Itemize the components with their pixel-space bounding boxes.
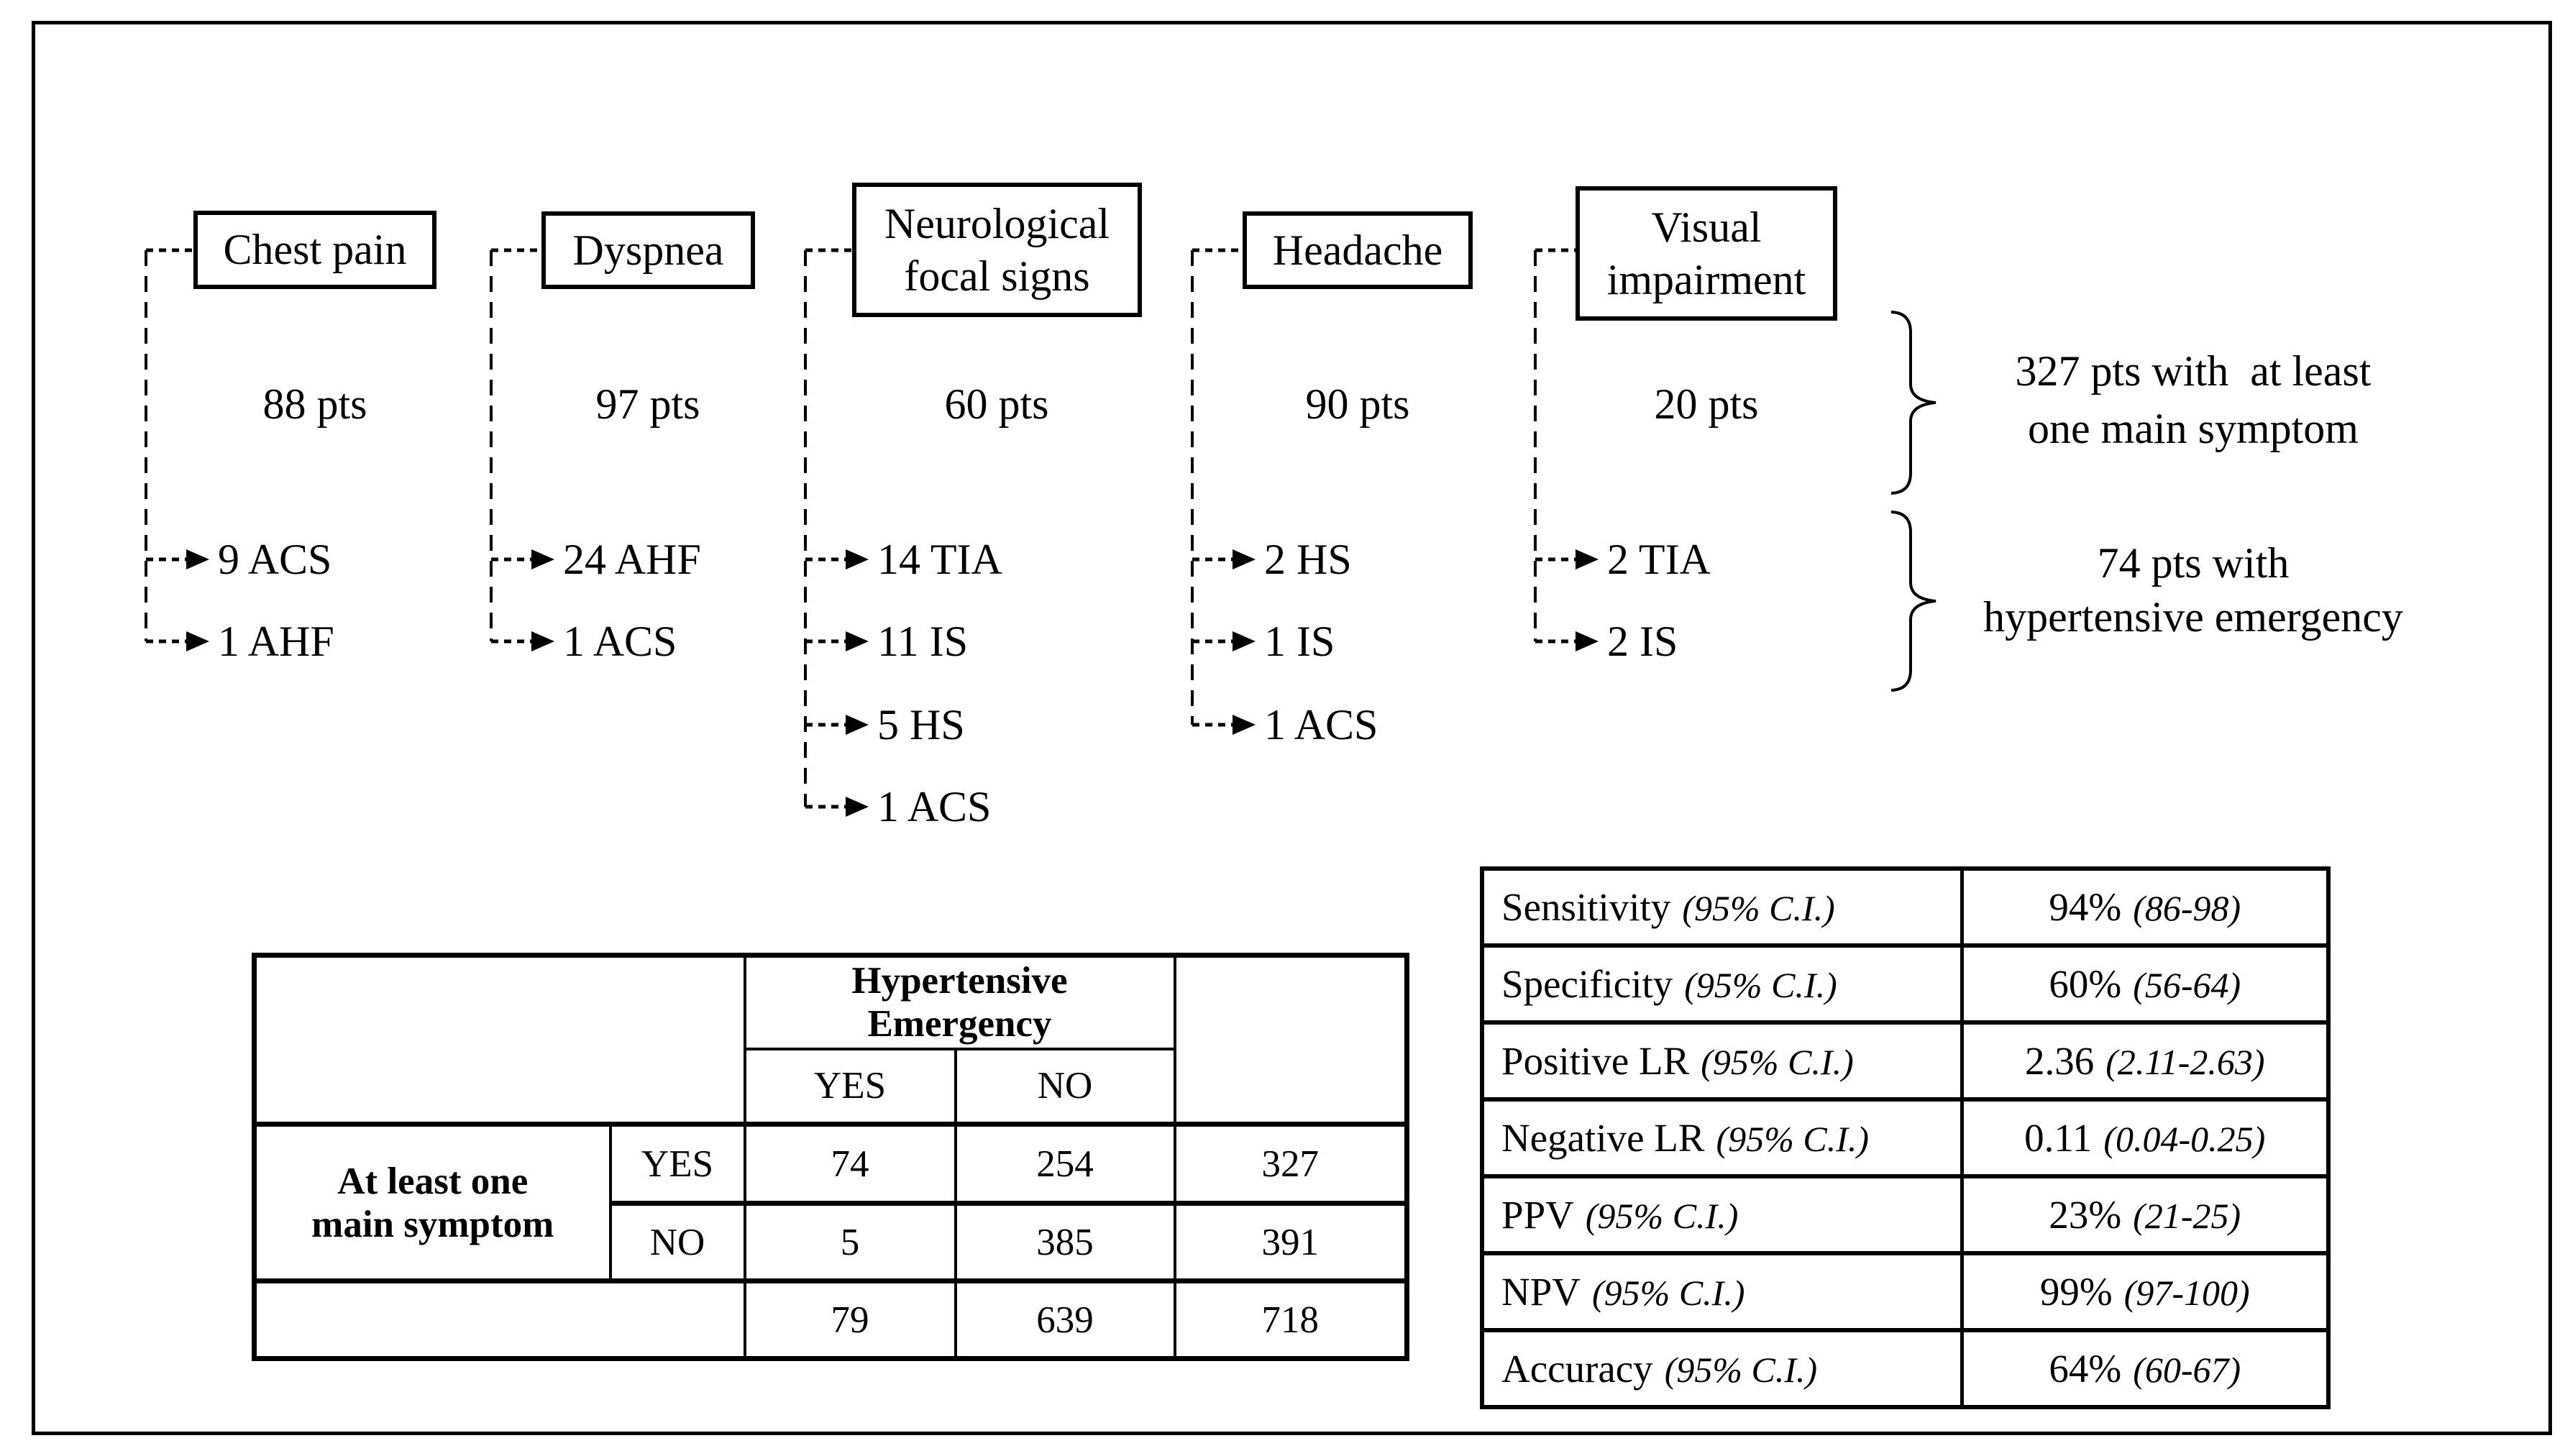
stat-name: Negative LR <box>1501 1116 1705 1160</box>
diagnosis-label: 2 TIA <box>1607 536 1711 583</box>
stats-row-accuracy: Accuracy (95% C.I.) 64% (60-67) <box>1482 1330 2328 1409</box>
stats-row-sensitivity: Sensitivity (95% C.I.) 94% (86-98) <box>1482 869 2328 948</box>
stat-value: 2.36 <box>2025 1039 2095 1083</box>
diagnosis-label: 1 AHF <box>218 618 334 665</box>
symptom-box-chest-pain: Chest pain <box>193 211 436 289</box>
contingency-row-group-header: At least one main symptom <box>254 1124 612 1283</box>
stat-ci-range: (0.04-0.25) <box>2103 1119 2266 1159</box>
diagnosis-label: 1 ACS <box>563 618 677 665</box>
stats-row-ppv: PPV (95% C.I.) 23% (21-25) <box>1482 1176 2328 1255</box>
stat-value: 64% <box>2049 1347 2122 1391</box>
diagnosis-label: 2 HS <box>1264 536 1352 583</box>
stat-value: 60% <box>2049 962 2122 1006</box>
stat-ci-range: (21-25) <box>2133 1196 2241 1236</box>
stat-ci-range: (97-100) <box>2123 1273 2250 1313</box>
contingency-cell: 5 <box>744 1203 957 1283</box>
stat-ci-label: (95% C.I.) <box>1701 1042 1854 1082</box>
diagnosis-label: 1 IS <box>1264 618 1335 665</box>
brace-label-symptoms-line1: 327 pts with at least <box>2015 347 2372 395</box>
contingency-total-cell: 79 <box>744 1281 957 1359</box>
pts-count-neurological: 60 pts <box>944 380 1049 428</box>
brace-label-emergency-line2: hypertensive emergency <box>1983 593 2403 641</box>
contingency-row-header-no: NO <box>610 1203 746 1283</box>
contingency-header-spacer <box>1174 955 1407 1127</box>
stat-name: Sensitivity <box>1501 885 1671 929</box>
contingency-col-group-header: Hypertensive Emergency <box>744 955 1176 1050</box>
stat-name: Specificity <box>1501 962 1673 1006</box>
stat-ci-label: (95% C.I.) <box>1684 965 1837 1005</box>
stat-ci-range: (2.11-2.63) <box>2105 1042 2265 1082</box>
contingency-cell: 385 <box>955 1203 1176 1283</box>
brace-symptoms <box>1890 311 1936 495</box>
stat-ci-label: (95% C.I.) <box>1585 1196 1739 1236</box>
contingency-col-header-yes: YES <box>744 1048 957 1127</box>
diagnosis-label: 9 ACS <box>218 536 332 583</box>
symptom-box-dyspnea: Dyspnea <box>541 211 755 289</box>
diagnosis-label: 2 IS <box>1607 618 1678 665</box>
contingency-cell: 74 <box>744 1124 957 1206</box>
stat-value: 0.11 <box>2024 1116 2093 1160</box>
diagnosis-label: 1 ACS <box>877 783 992 830</box>
contingency-col-header-no: NO <box>955 1048 1176 1127</box>
diagnosis-label: 1 ACS <box>1264 701 1378 748</box>
contingency-totals-spacer <box>254 1281 746 1359</box>
pts-count-dyspnea: 97 pts <box>595 380 700 428</box>
stat-ci-range: (60-67) <box>2133 1350 2241 1390</box>
contingency-table: Hypertensive Emergency YES NO At least o… <box>252 953 1409 1361</box>
diagnosis-label: 14 TIA <box>877 536 1002 583</box>
symptom-box-neurological: Neurological focal signs <box>852 183 1142 317</box>
stat-value: 94% <box>2049 885 2122 929</box>
arrowhead-icons <box>186 549 1599 817</box>
brace-emergency <box>1890 510 1936 692</box>
contingency-total-cell: 639 <box>955 1281 1176 1359</box>
stat-name: Accuracy <box>1501 1347 1653 1391</box>
brace-label-symptoms-line2: one main symptom <box>2028 405 2359 452</box>
figure-border <box>32 21 2552 1435</box>
connector-chest-pain <box>145 248 193 644</box>
stats-row-positive-lr: Positive LR (95% C.I.) 2.36 (2.11-2.63) <box>1482 1022 2328 1102</box>
diagnosis-label: 11 IS <box>877 618 969 665</box>
stats-row-npv: NPV (95% C.I.) 99% (97-100) <box>1482 1253 2328 1332</box>
contingency-cell: 391 <box>1174 1203 1407 1283</box>
stat-ci-range: (56-64) <box>2133 965 2241 1005</box>
pts-count-chest-pain: 88 pts <box>262 380 367 428</box>
connector-headache <box>1191 248 1243 727</box>
stat-ci-label: (95% C.I.) <box>1716 1119 1869 1159</box>
stat-ci-label: (95% C.I.) <box>1664 1350 1818 1390</box>
stat-value: 99% <box>2039 1270 2113 1314</box>
symptom-box-visual-impairment: Visual impairment <box>1576 186 1837 321</box>
stat-name: NPV <box>1501 1270 1581 1314</box>
stats-row-negative-lr: Negative LR (95% C.I.) 0.11 (0.04-0.25) <box>1482 1099 2328 1178</box>
brace-label-emergency-line1: 74 pts with <box>2097 539 2290 587</box>
stat-name: Positive LR <box>1501 1039 1690 1083</box>
diagnosis-label: 5 HS <box>877 701 965 748</box>
contingency-corner-cell <box>254 955 746 1127</box>
stat-ci-label: (95% C.I.) <box>1682 888 1835 928</box>
stat-ci-range: (86-98) <box>2133 888 2241 928</box>
contingency-row-header-yes: YES <box>610 1124 746 1206</box>
stats-table: Sensitivity (95% C.I.) 94% (86-98) Specifi… <box>1480 866 2331 1409</box>
contingency-cell: 327 <box>1174 1124 1407 1206</box>
pts-count-visual-impairment: 20 pts <box>1654 380 1759 428</box>
contingency-total-cell: 718 <box>1261 1299 1320 1341</box>
stat-name: PPV <box>1501 1193 1574 1237</box>
stats-row-specificity: Specificity (95% C.I.) 60% (56-64) <box>1482 946 2328 1025</box>
connector-dyspnea <box>490 248 541 644</box>
diagnosis-label: 24 AHF <box>563 536 701 583</box>
connector-neurological <box>804 248 852 809</box>
pts-count-headache: 90 pts <box>1305 380 1410 428</box>
contingency-cell: 254 <box>955 1124 1176 1206</box>
stat-ci-label: (95% C.I.) <box>1592 1273 1745 1313</box>
stat-value: 23% <box>2049 1193 2122 1237</box>
symptom-box-headache: Headache <box>1243 211 1473 289</box>
connector-visual-impairment <box>1534 248 1577 644</box>
